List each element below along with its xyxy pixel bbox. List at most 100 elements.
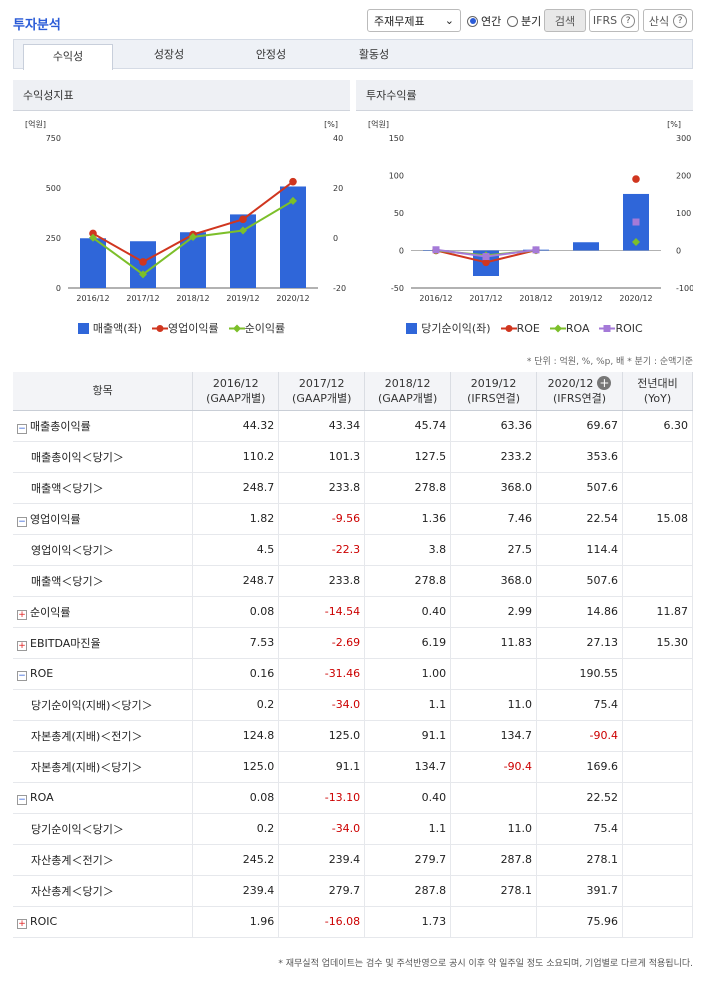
legend-net-margin[interactable]: 순이익률 [228, 320, 285, 336]
bar-swatch-icon [77, 322, 89, 334]
column-header: 항목 [13, 372, 194, 411]
row-label[interactable]: + ROIC [13, 906, 194, 938]
collapse-icon[interactable]: − [17, 794, 27, 805]
table-cell [622, 782, 693, 814]
table-cell: 63.36 [450, 410, 538, 442]
table-cell: 7.46 [450, 503, 538, 535]
table-cell: 233.8 [278, 565, 366, 597]
table-cell: 2.99 [450, 596, 538, 628]
legend-op-margin[interactable]: 영업이익률 [151, 320, 219, 336]
table-cell: 11.0 [450, 689, 538, 721]
collapse-icon[interactable]: − [17, 670, 27, 681]
table-cell: 287.8 [450, 844, 538, 876]
table-cell: 233.8 [278, 472, 366, 504]
y-tick-left: 0 [56, 284, 61, 293]
column-header: 2017/12 (GAAP개별) [278, 372, 366, 411]
table-cell: 368.0 [450, 472, 538, 504]
table-cell [622, 689, 693, 721]
table-cell: 1.1 [364, 813, 452, 845]
legend-label: 당기순이익(좌) [421, 322, 491, 335]
line-green-icon [549, 324, 566, 332]
table-cell: 44.32 [192, 410, 280, 442]
legend-sales[interactable]: 매출액(좌) [77, 320, 142, 336]
y-tick-left: 0 [399, 247, 404, 256]
table-cell: -34.0 [278, 813, 366, 845]
statement-select[interactable]: 주재무제표 ⌄ [367, 9, 461, 32]
expand-icon[interactable]: + [17, 609, 27, 620]
table-cell: 11.83 [450, 627, 538, 659]
table-cell: -22.3 [278, 534, 366, 566]
table-cell: 245.2 [192, 844, 280, 876]
tab-growth[interactable]: 성장성 [153, 48, 185, 61]
legend-label: ROA [565, 321, 590, 335]
profitability-chart: [억원] [%] 750 500 250 0 40 20 0 -20 2016/12 2017/12 2… [25, 119, 346, 303]
table-cell [622, 534, 693, 566]
table-cell [450, 782, 538, 814]
legend-roa[interactable]: ROA [549, 320, 590, 336]
table-cell: 279.7 [278, 875, 366, 907]
table-row: 자산총계＜당기＞ 239.4 279.7 287.8 278.1 391.7 [13, 875, 693, 907]
legend-roic[interactable]: ROIC [599, 320, 643, 336]
ifrs-help-button[interactable]: IFRS? [589, 9, 639, 32]
radio-quarter[interactable]: 분기 [507, 13, 541, 29]
tab-bar: 수익성 성장성 안정성 활동성 [13, 39, 693, 70]
y-tick-right: 300 [676, 134, 691, 143]
table-cell: 1.73 [364, 906, 452, 938]
row-label[interactable]: − 매출총이익률 [13, 410, 194, 442]
table-cell [622, 875, 693, 907]
row-label[interactable]: − ROE [13, 658, 194, 690]
column-header: 2018/12 (GAAP개별) [364, 372, 452, 411]
table-cell [622, 751, 693, 783]
table-cell: 45.74 [364, 410, 452, 442]
formula-help-button[interactable]: 산식? [643, 9, 693, 32]
table-cell: 190.55 [536, 658, 623, 690]
tab-profitability[interactable]: 수익성 [23, 44, 113, 70]
line-red-icon [151, 324, 168, 332]
row-label[interactable]: − ROA [13, 782, 194, 814]
expand-icon[interactable]: + [17, 918, 27, 929]
data-point [432, 246, 440, 254]
table-cell: 279.7 [364, 844, 452, 876]
chart-legend: 매출액(좌) 영업이익률 순이익률 [13, 320, 350, 336]
data-point [482, 258, 490, 267]
tab-activity[interactable]: 활동성 [358, 48, 390, 61]
table-cell: 43.34 [278, 410, 366, 442]
expand-columns-icon[interactable]: + [597, 375, 612, 391]
x-tick: 2017/12 [126, 294, 159, 303]
bar [180, 232, 206, 288]
table-cell: 368.0 [450, 565, 538, 597]
tab-stability[interactable]: 안정성 [255, 48, 287, 61]
row-label[interactable]: − 영업이익률 [13, 503, 194, 535]
question-icon: ? [621, 13, 636, 28]
row-label: 영업이익＜당기＞ [13, 534, 194, 566]
radio-annual[interactable]: 연간 [467, 13, 501, 29]
y-tick-left: 150 [389, 134, 404, 143]
row-label[interactable]: + EBITDA마진율 [13, 627, 194, 659]
data-point [289, 196, 297, 205]
collapse-icon[interactable]: − [17, 516, 27, 527]
table-cell [622, 720, 693, 752]
search-button[interactable]: 검색 [544, 9, 586, 32]
collapse-icon[interactable]: − [17, 423, 27, 434]
table-row: 당기순이익＜당기＞ 0.2 -34.0 1.1 11.0 75.4 [13, 813, 693, 845]
table-cell: -34.0 [278, 689, 366, 721]
table-row: 매출액＜당기＞ 248.7 233.8 278.8 368.0 507.6 [13, 565, 693, 597]
data-point [632, 175, 640, 183]
radio-unchecked-icon [507, 15, 518, 27]
row-label[interactable]: + 순이익률 [13, 596, 194, 628]
table-row: 영업이익＜당기＞ 4.5 -22.3 3.8 27.5 114.4 [13, 534, 693, 566]
table-cell: 287.8 [364, 875, 452, 907]
legend-net-income[interactable]: 당기순이익(좌) [406, 320, 491, 336]
data-point [239, 215, 247, 224]
data-point [139, 270, 147, 279]
table-cell: 0.16 [192, 658, 280, 690]
legend-label: ROIC [615, 321, 643, 335]
y-tick-left: 100 [389, 172, 404, 181]
question-icon: ? [673, 13, 688, 28]
table-cell: 0.2 [192, 689, 280, 721]
data-point [632, 238, 640, 247]
expand-icon[interactable]: + [17, 640, 27, 651]
legend-label: 매출액(좌) [92, 322, 142, 335]
table-cell: 507.6 [536, 565, 623, 597]
legend-roe[interactable]: ROE [500, 320, 540, 336]
